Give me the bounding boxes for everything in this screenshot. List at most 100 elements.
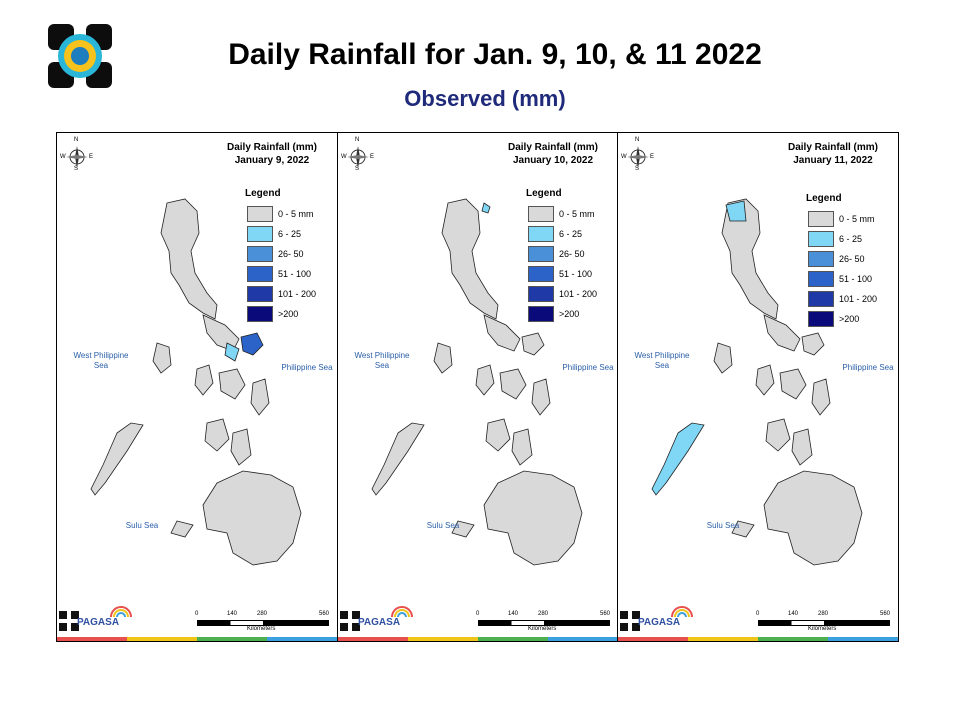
philippines-map (371, 198, 583, 566)
scale-tick: 140 (508, 611, 519, 617)
pagasa-logo: PAGASA (340, 603, 422, 631)
compass-s: S (355, 166, 360, 172)
legend-label: >200 (278, 309, 299, 319)
legend-swatch (808, 211, 834, 227)
compass-rose: N W E S (60, 137, 94, 173)
legend: Legend 0 - 5 mm 6 - 25 26- 50 51 - 100 1… (245, 188, 316, 324)
color-strip (57, 637, 337, 641)
scale-bar: 0 140 280 560 Kilometers (476, 611, 610, 633)
legend-swatch (247, 306, 273, 322)
philippines-map (651, 198, 863, 566)
legend-row: 0 - 5 mm (528, 204, 597, 224)
compass-w: W (341, 154, 347, 160)
sea-label-west: West Philippine Sea (634, 351, 690, 370)
scale-bar: 0 140 280 560 Kilometers (756, 611, 891, 633)
legend-swatch (528, 226, 554, 242)
sea-label-east: Philippine Sea (562, 363, 614, 372)
legend-swatch (528, 266, 554, 282)
legend: Legend 0 - 5 mm 6 - 25 26- 50 51 - 100 1… (526, 188, 598, 324)
legend-row: 26- 50 (808, 249, 877, 269)
legend-row: 101 - 200 (247, 284, 316, 304)
compass-e: E (370, 154, 375, 160)
compass-n: N (635, 137, 640, 143)
legend-row: 0 - 5 mm (808, 209, 877, 229)
scale-tick: 0 (756, 611, 760, 617)
page-title: Daily Rainfall for Jan. 9, 10, & 11 2022 (228, 38, 762, 71)
legend-label: 26- 50 (839, 254, 865, 264)
scale-tick: 560 (319, 611, 330, 617)
legend-label: 101 - 200 (278, 289, 317, 299)
legend-row: 26- 50 (528, 244, 597, 264)
panel-title-text: Daily Rainfall (mm) (787, 142, 879, 153)
legend-title: Legend (806, 193, 842, 204)
compass-w: W (621, 154, 627, 160)
panel-title: Daily Rainfall (mm) January 9, 2022 (217, 141, 327, 167)
legend-row: 6 - 25 (247, 224, 316, 244)
scale-unit: Kilometers (808, 626, 837, 632)
legend-row: >200 (528, 304, 597, 324)
compass-w: W (60, 154, 66, 160)
scale-tick: 560 (880, 611, 891, 617)
pagasa-wordmark: PAGASA (77, 617, 120, 628)
legend-row: 6 - 25 (808, 229, 877, 249)
panel-date: January 10, 2022 (512, 155, 594, 166)
legend-row: 26- 50 (247, 244, 316, 264)
legend-swatch (808, 271, 834, 287)
legend-label: >200 (839, 314, 860, 324)
compass-n: N (355, 137, 360, 143)
sea-label-east: Philippine Sea (281, 363, 333, 372)
legend-row: >200 (808, 309, 877, 329)
scale-unit: Kilometers (247, 626, 276, 632)
panel-date: January 9, 2022 (234, 155, 310, 166)
sea-label-west: West Philippine Sea (354, 351, 410, 370)
legend-label: 26- 50 (559, 249, 585, 259)
legend-swatch (247, 206, 273, 222)
page-subtitle: Observed (mm) (404, 86, 566, 111)
legend-label: 0 - 5 mm (278, 209, 314, 219)
legend-label: 101 - 200 (559, 289, 598, 299)
map-panel-jan10: N W E S Daily Rainfall (mm) January 10, … (337, 132, 619, 642)
philippines-map (90, 198, 302, 566)
panel-date: January 11, 2022 (793, 155, 873, 166)
legend: Legend 0 - 5 mm 6 - 25 26- 50 51 - 100 1… (806, 193, 877, 329)
legend-swatch (808, 231, 834, 247)
legend-row: 51 - 100 (808, 269, 877, 289)
sea-label-sulu: Sulu Sea (706, 521, 740, 530)
legend-swatch (808, 251, 834, 267)
legend-swatch (528, 306, 554, 322)
pagasa-logo: PAGASA (620, 603, 702, 631)
legend-label: 6 - 25 (278, 229, 302, 239)
scale-tick: 140 (788, 611, 799, 617)
compass-s: S (635, 166, 640, 172)
legend-label: 0 - 5 mm (839, 214, 875, 224)
legend-label: 26- 50 (278, 249, 304, 259)
legend-swatch (808, 311, 834, 327)
legend-label: >200 (559, 309, 580, 319)
legend-label: 51 - 100 (839, 274, 873, 284)
scale-tick: 280 (818, 611, 829, 617)
legend-label: 51 - 100 (559, 269, 593, 279)
sea-label-sulu: Sulu Sea (426, 521, 460, 530)
color-strip (338, 637, 618, 641)
map-panel-jan11: N W E S Daily Rainfall (mm) January 11, … (617, 132, 899, 642)
legend-swatch (528, 286, 554, 302)
scale-tick: 0 (195, 611, 199, 617)
pagasa-logo: PAGASA (59, 603, 141, 631)
panel-title-text: Daily Rainfall (mm) (226, 142, 318, 153)
compass-rose: N W E S (341, 137, 375, 173)
compass-n: N (74, 137, 79, 143)
scale-tick: 0 (476, 611, 480, 617)
sea-label-east: Philippine Sea (842, 363, 894, 372)
legend-row: 0 - 5 mm (247, 204, 316, 224)
legend-swatch (247, 226, 273, 242)
legend-label: 0 - 5 mm (559, 209, 595, 219)
legend-row: 101 - 200 (808, 289, 877, 309)
compass-e: E (650, 154, 655, 160)
legend-title: Legend (526, 188, 562, 199)
panel-title-text: Daily Rainfall (mm) (507, 142, 599, 153)
panel-title: Daily Rainfall (mm) January 11, 2022 (778, 141, 888, 167)
scale-unit: Kilometers (528, 626, 557, 632)
compass-e: E (89, 154, 94, 160)
legend-label: 6 - 25 (559, 229, 583, 239)
legend-label: 6 - 25 (839, 234, 863, 244)
